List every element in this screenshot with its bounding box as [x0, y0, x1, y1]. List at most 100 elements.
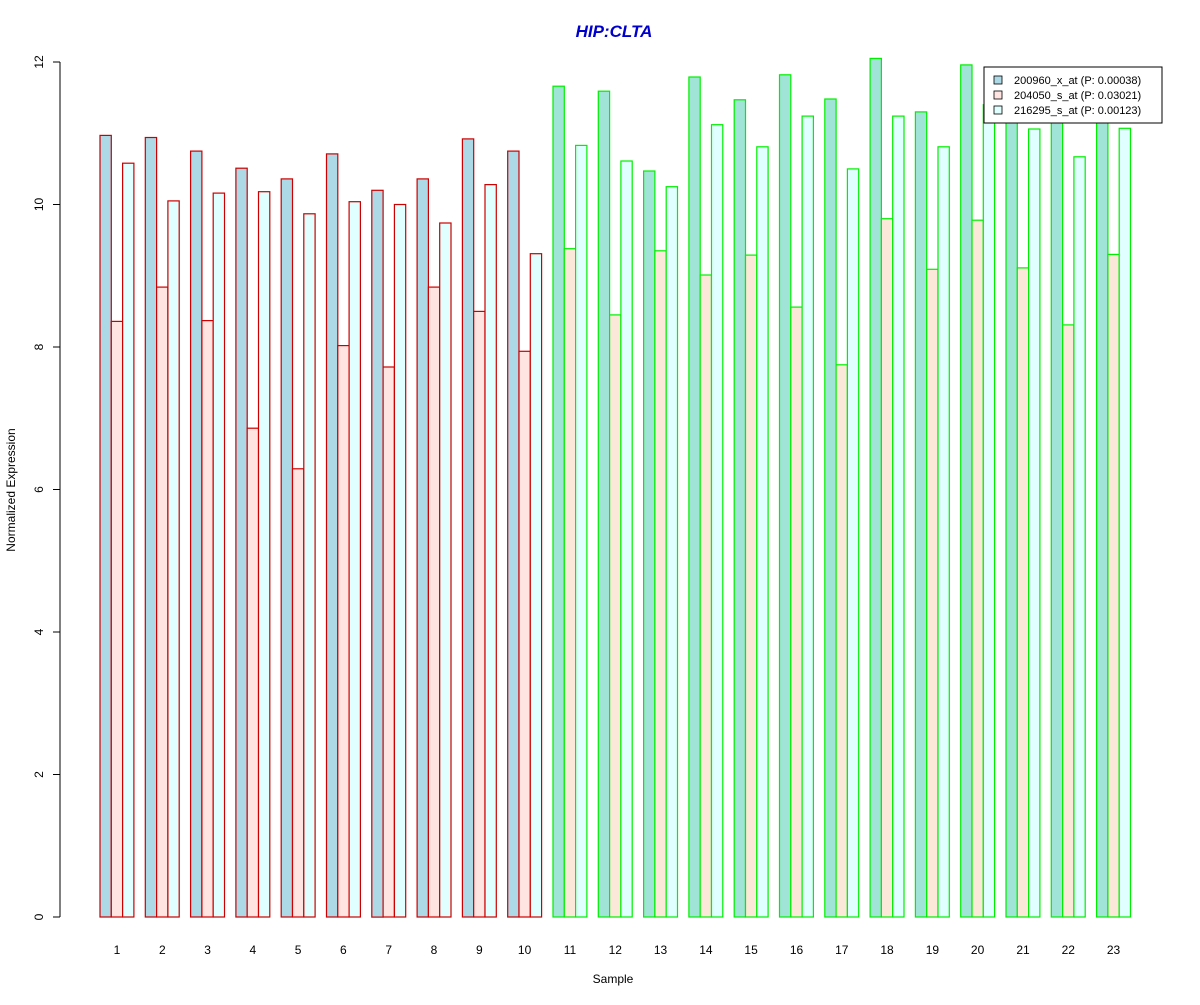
bar-s3-sample-11 — [574, 144, 588, 918]
bar-s2-sample-18 — [880, 218, 894, 918]
bar-s2-sample-19 — [926, 268, 939, 918]
x-tick-label: 21 — [1016, 943, 1030, 957]
bar-s1-sample-23 — [1095, 88, 1109, 918]
bar-s2-sample-2 — [156, 286, 169, 918]
bar-s3-sample-18 — [892, 115, 905, 918]
legend-entry: 204050_s_at (P: 0.03021) — [1014, 90, 1141, 102]
y-tick-label: 12 — [32, 55, 46, 69]
x-tick-label: 20 — [971, 943, 985, 957]
y-tick-label: 8 — [32, 343, 46, 350]
bar-s2-sample-7 — [382, 366, 396, 918]
bar-s2-sample-1 — [110, 320, 124, 918]
x-tick-label: 12 — [609, 943, 623, 957]
y-tick-label: 10 — [32, 198, 46, 212]
x-tick-label: 9 — [476, 943, 483, 957]
bar-s1-sample-3 — [190, 150, 203, 918]
bar-s1-sample-6 — [325, 153, 339, 918]
bar-s1-sample-20 — [960, 64, 973, 918]
x-tick-label: 7 — [385, 943, 392, 957]
bar-s1-sample-21 — [1005, 93, 1018, 918]
bar-s1-sample-9 — [461, 138, 475, 918]
bar-s2-sample-15 — [744, 254, 758, 918]
bar-s2-sample-22 — [1061, 324, 1075, 918]
bar-s2-sample-4 — [246, 427, 260, 918]
bar-s3-sample-14 — [710, 124, 724, 918]
bar-s1-sample-16 — [778, 74, 792, 918]
bar-s3-sample-23 — [1118, 127, 1132, 918]
x-tick-label: 2 — [159, 943, 166, 957]
bar-s3-sample-16 — [801, 115, 814, 918]
bar-s2-sample-5 — [291, 468, 305, 918]
bar-s3-sample-6 — [348, 201, 362, 918]
y-tick-label: 4 — [32, 628, 46, 635]
x-tick-label: 4 — [249, 943, 256, 957]
y-tick-label: 2 — [32, 771, 46, 778]
bar-s3-sample-1 — [121, 162, 135, 918]
bar-s1-sample-2 — [144, 136, 158, 918]
bar-s3-sample-19 — [937, 146, 950, 918]
x-tick-label: 14 — [699, 943, 713, 957]
x-tick-label: 18 — [880, 943, 894, 957]
legend-swatch — [993, 90, 1003, 100]
x-tick-label: 10 — [518, 943, 532, 957]
legend-entry: 200960_x_at (P: 0.00038) — [1014, 75, 1141, 87]
bar-s1-sample-15 — [733, 99, 747, 918]
x-tick-label: 16 — [790, 943, 804, 957]
x-tick-label: 1 — [114, 943, 121, 957]
bar-s3-sample-17 — [846, 168, 860, 918]
bar-s1-sample-14 — [688, 76, 701, 918]
bar-s3-sample-3 — [212, 192, 226, 918]
bar-s1-sample-1 — [99, 134, 112, 918]
x-tick-label: 11 — [564, 943, 577, 957]
x-axis-label: Sample — [593, 972, 634, 986]
x-tick-label: 17 — [835, 943, 849, 957]
chart-title: HIP:CLTA — [576, 22, 653, 41]
bar-s2-sample-11 — [563, 248, 577, 918]
bar-s2-sample-10 — [518, 350, 531, 918]
bar-s2-sample-8 — [427, 286, 441, 918]
bar-s1-sample-19 — [914, 111, 928, 918]
x-tick-label: 3 — [204, 943, 211, 957]
bar-s2-sample-20 — [971, 219, 984, 918]
y-tick-label: 0 — [32, 913, 46, 920]
bar-s1-sample-8 — [416, 178, 430, 918]
y-axis-label: Normalized Expression — [4, 428, 18, 551]
x-tick-label: 23 — [1107, 943, 1121, 957]
legend-swatch — [993, 75, 1003, 85]
bar-s3-sample-7 — [393, 203, 407, 918]
bar-s3-sample-13 — [665, 186, 679, 918]
bar-s3-sample-15 — [756, 146, 769, 918]
bar-s2-sample-9 — [473, 310, 486, 918]
bar-s1-sample-13 — [642, 170, 656, 918]
bar-s3-sample-10 — [529, 253, 543, 918]
bar-s1-sample-12 — [597, 90, 611, 918]
bar-s2-sample-23 — [1107, 253, 1120, 918]
bar-s2-sample-13 — [654, 250, 667, 918]
x-tick-label: 13 — [654, 943, 668, 957]
y-tick-label: 6 — [32, 486, 46, 493]
x-tick-label: 19 — [926, 943, 940, 957]
bar-s2-sample-12 — [608, 314, 622, 918]
legend-swatch — [993, 105, 1003, 115]
bar-s3-sample-20 — [982, 104, 996, 918]
bar-s1-sample-18 — [869, 57, 882, 918]
bar-s2-sample-21 — [1016, 267, 1030, 918]
x-tick-label: 22 — [1062, 943, 1076, 957]
bar-s1-sample-10 — [507, 150, 520, 918]
bar-s1-sample-17 — [824, 98, 837, 918]
bar-s2-sample-6 — [337, 345, 350, 918]
bar-s3-sample-12 — [620, 160, 633, 918]
bar-s1-sample-4 — [235, 167, 248, 918]
bar-s3-sample-2 — [167, 200, 180, 918]
x-tick-label: 6 — [340, 943, 347, 957]
bar-s3-sample-8 — [439, 222, 452, 918]
bar-s3-sample-21 — [1027, 128, 1041, 918]
bar-s2-sample-3 — [201, 320, 214, 918]
bar-s3-sample-9 — [484, 184, 497, 918]
bar-s3-sample-4 — [257, 191, 271, 918]
x-tick-label: 8 — [431, 943, 438, 957]
bar-s2-sample-17 — [835, 364, 848, 918]
bar-s1-sample-5 — [280, 178, 294, 918]
